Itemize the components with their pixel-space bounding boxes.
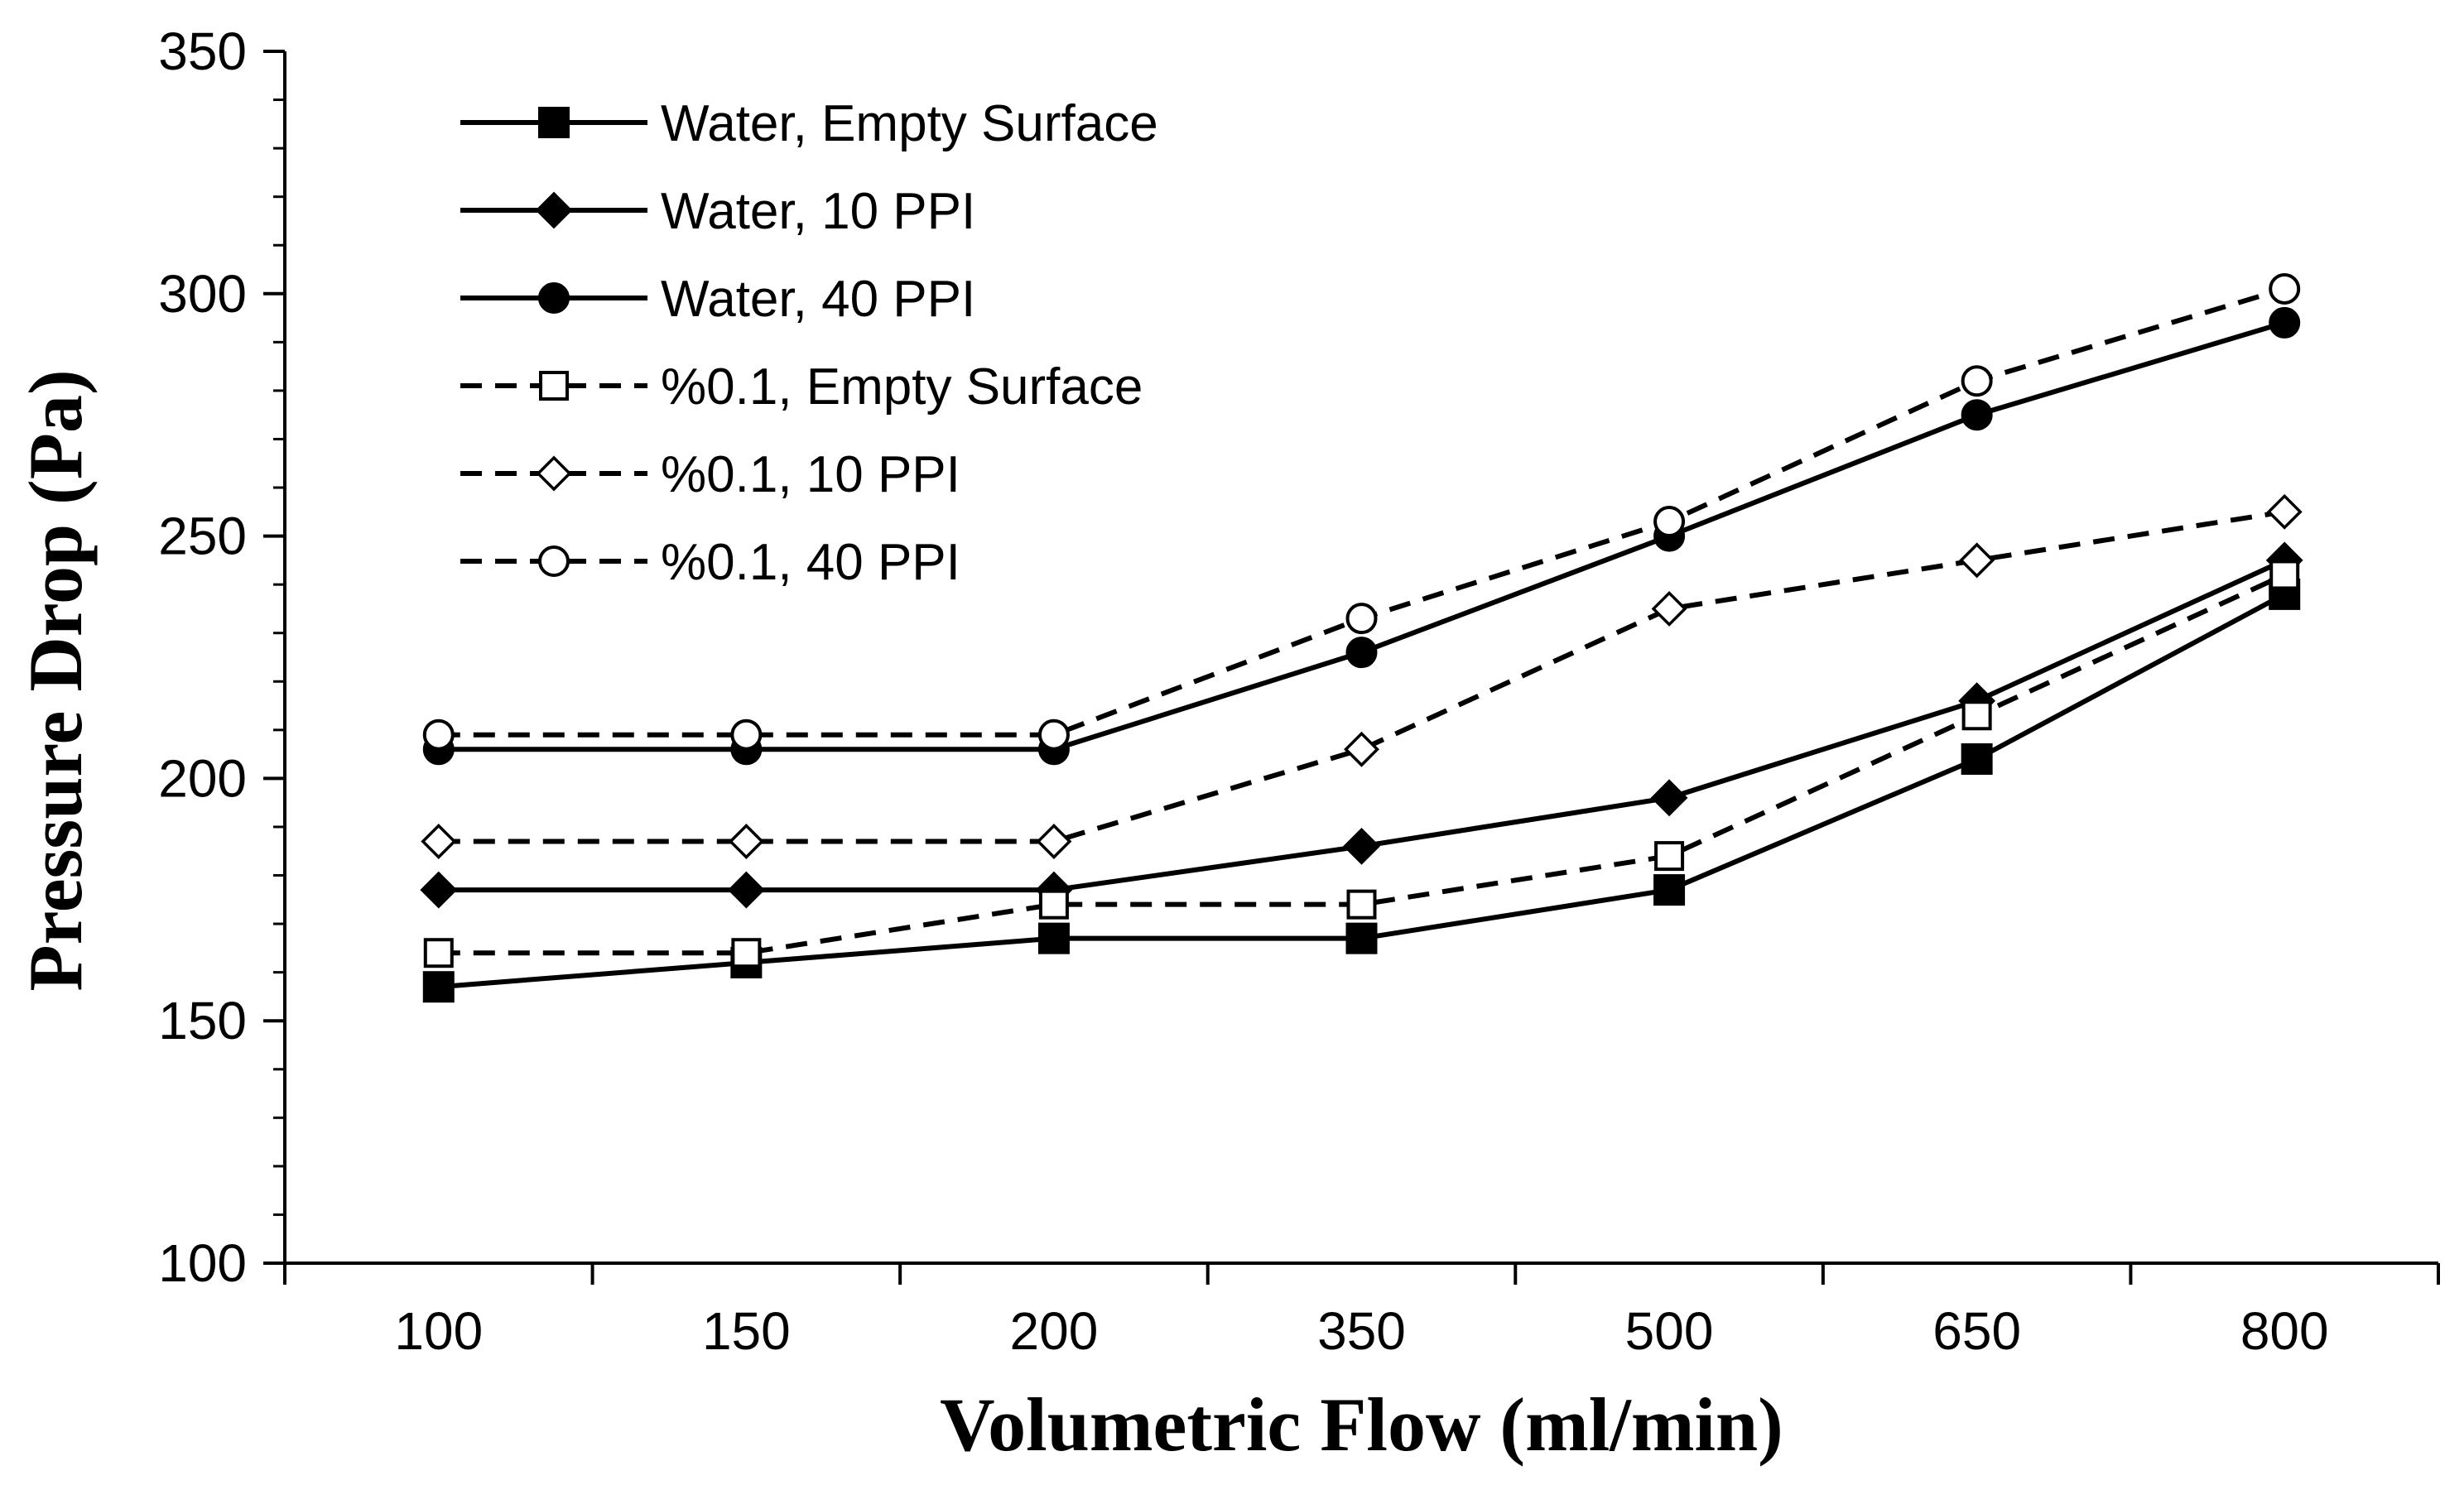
data-point [1654, 841, 1685, 872]
data-point [1651, 590, 1687, 627]
y-tick-label: 250 [158, 507, 247, 566]
x-tick-label: 200 [1010, 1301, 1099, 1361]
legend-entry: %0.1, Empty Surface [460, 358, 1143, 416]
legend-label: Water, 10 PPI [661, 183, 975, 240]
data-point [423, 938, 454, 968]
data-point [1037, 718, 1070, 751]
legend-marker [538, 545, 570, 577]
data-point [420, 871, 458, 909]
legend-entry: Water, 10 PPI [460, 183, 975, 240]
data-point [1961, 399, 1993, 431]
legend-label: %0.1, Empty Surface [661, 358, 1143, 416]
series-5 [421, 493, 2303, 860]
data-point [421, 824, 457, 860]
series-layer [420, 272, 2303, 1003]
data-point [1961, 742, 1993, 775]
y-ticks: 100 150 200 250 300 350 [158, 22, 285, 1293]
data-point [1038, 889, 1069, 920]
legend-label: Water, Empty Surface [661, 95, 1158, 152]
y-tick-label: 200 [158, 748, 247, 808]
x-tick-label: 100 [394, 1301, 483, 1361]
data-point [1037, 922, 1070, 954]
data-point [2266, 493, 2303, 530]
series-6 [422, 272, 2301, 751]
data-point [1345, 637, 1378, 669]
y-tick-label: 150 [158, 991, 247, 1050]
legend-marker [539, 371, 569, 401]
y-minor-ticks [273, 50, 285, 1265]
series-4 [423, 560, 2300, 968]
x-tick-label: 800 [2240, 1301, 2329, 1361]
data-point [1653, 874, 1686, 906]
data-point [422, 971, 455, 1003]
axes: 100 150 200 250 300 350 100 150 200 350 500 650 800 [158, 22, 2440, 1361]
data-point [1345, 603, 1378, 635]
data-point [1650, 779, 1688, 817]
data-point [1959, 542, 1995, 579]
legend-entry: %0.1, 40 PPI [460, 534, 960, 591]
data-point [1346, 889, 1377, 920]
legend-entry: Water, Empty Surface [460, 95, 1158, 152]
legend-label: %0.1, 10 PPI [661, 446, 960, 503]
data-point [727, 871, 765, 909]
legend-marker [538, 107, 570, 138]
data-point [731, 938, 762, 968]
legend-label: Water, 40 PPI [661, 271, 975, 328]
data-point [1343, 827, 1380, 865]
data-point [2269, 560, 2300, 590]
legend-marker [535, 191, 573, 229]
data-point [422, 718, 455, 751]
data-point [1344, 731, 1379, 767]
data-point [2269, 306, 2301, 339]
series-2 [420, 541, 2303, 909]
y-tick-label: 300 [158, 264, 247, 324]
data-point [1961, 700, 1992, 731]
y-axis-title: Pressure Drop (Pa) [13, 369, 98, 991]
data-point [2269, 272, 2301, 305]
legend-entry: %0.1, 10 PPI [460, 446, 960, 503]
x-ticks: 100 150 200 350 500 650 800 [283, 1263, 2440, 1361]
data-point [728, 824, 764, 860]
x-tick-label: 650 [1932, 1301, 2021, 1361]
data-point [1036, 824, 1072, 860]
legend-entry: Water, 40 PPI [460, 271, 975, 328]
x-tick-label: 350 [1317, 1301, 1406, 1361]
legend: Water, Empty Surface Water, 10 PPI Water, … [460, 95, 1158, 591]
data-point [730, 718, 763, 751]
y-tick-label: 350 [158, 22, 247, 81]
y-tick-label: 100 [158, 1233, 247, 1293]
x-tick-label: 150 [702, 1301, 791, 1361]
data-point [1345, 922, 1378, 954]
legend-marker [538, 282, 570, 314]
legend-marker [536, 455, 572, 492]
data-point [1653, 506, 1686, 538]
x-tick-label: 500 [1625, 1301, 1714, 1361]
x-axis-title: Volumetric Flow (ml/min) [940, 1382, 1783, 1467]
legend-label: %0.1, 40 PPI [661, 534, 960, 591]
data-point [1961, 365, 1993, 397]
